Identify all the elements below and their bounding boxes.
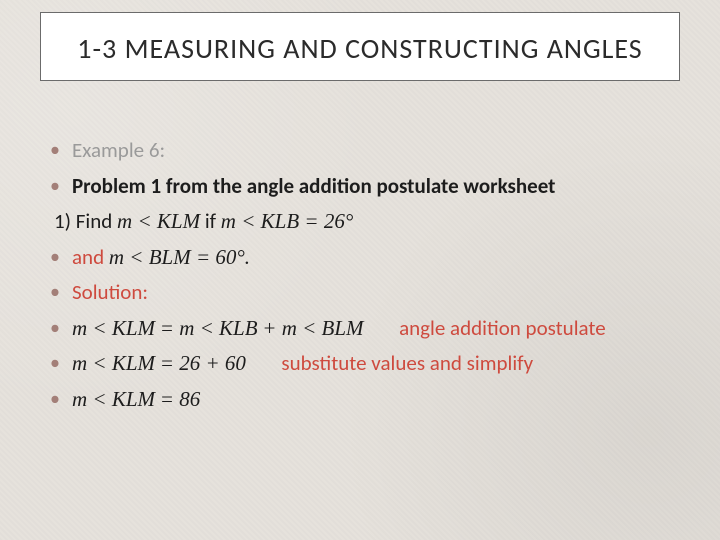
step3-lhs: m < KLM bbox=[72, 387, 155, 411]
bullet-icon: • bbox=[50, 313, 72, 343]
solution-row: • Solution: bbox=[50, 277, 680, 309]
example-label: Example 6: bbox=[72, 135, 680, 167]
and-cond2: m < BLM = 60°. bbox=[109, 245, 250, 269]
step2-line: m < KLM = 26 + 60 substitute values and … bbox=[72, 348, 680, 380]
step1-reason: angle addition postulate bbox=[399, 315, 606, 341]
step3-row: • m < KLM = 86 bbox=[50, 384, 680, 416]
step2-row: • m < KLM = 26 + 60 substitute values an… bbox=[50, 348, 680, 380]
step2-lhs: m < KLM bbox=[72, 351, 155, 375]
step1-r2: m < BLM bbox=[282, 316, 364, 340]
find-cond1: m < KLB = 26° bbox=[221, 209, 353, 233]
problem-heading-row: • Problem 1 from the angle addition post… bbox=[50, 171, 680, 203]
bullet-icon: • bbox=[50, 135, 72, 165]
step1-eq: = bbox=[160, 316, 179, 340]
step2-reason: substitute values and simplify bbox=[281, 350, 533, 376]
find-if: if bbox=[205, 208, 221, 234]
step3-eq: = bbox=[160, 387, 179, 411]
and-line: and m < BLM = 60°. bbox=[72, 242, 680, 274]
step2-eq: = bbox=[160, 351, 179, 375]
step1-lhs: m < KLM bbox=[72, 316, 155, 340]
step1-row: • m < KLM = m < KLB + m < BLM angle addi… bbox=[50, 313, 680, 345]
find-row: 1) Find m < KLM if m < KLB = 26° bbox=[32, 206, 680, 238]
step2-expr: 26 + 60 bbox=[179, 351, 246, 375]
find-line: 1) Find m < KLM if m < KLB = 26° bbox=[54, 206, 680, 238]
and-row: • and m < BLM = 60°. bbox=[50, 242, 680, 274]
find-prefix: 1) Find bbox=[54, 208, 117, 234]
slide-content: • Example 6: • Problem 1 from the angle … bbox=[50, 135, 680, 419]
title-box: 1-3 MEASURING AND CONSTRUCTING ANGLES bbox=[40, 12, 680, 81]
bullet-icon: • bbox=[50, 171, 72, 201]
slide-title: 1-3 MEASURING AND CONSTRUCTING ANGLES bbox=[51, 31, 669, 66]
step3-line: m < KLM = 86 bbox=[72, 384, 680, 416]
example-row: • Example 6: bbox=[50, 135, 680, 167]
step1-plus: + bbox=[262, 316, 281, 340]
bullet-icon: • bbox=[50, 242, 72, 272]
step1-line: m < KLM = m < KLB + m < BLM angle additi… bbox=[72, 313, 680, 345]
bullet-icon: • bbox=[50, 348, 72, 378]
problem-heading: Problem 1 from the angle addition postul… bbox=[72, 171, 680, 203]
bullet-icon: • bbox=[50, 384, 72, 414]
find-target: m < KLM bbox=[117, 209, 200, 233]
solution-label: Solution: bbox=[72, 277, 680, 309]
and-text: and bbox=[72, 244, 109, 270]
step3-val: 86 bbox=[179, 387, 200, 411]
step1-r1: m < KLB bbox=[179, 316, 257, 340]
bullet-icon: • bbox=[50, 277, 72, 307]
